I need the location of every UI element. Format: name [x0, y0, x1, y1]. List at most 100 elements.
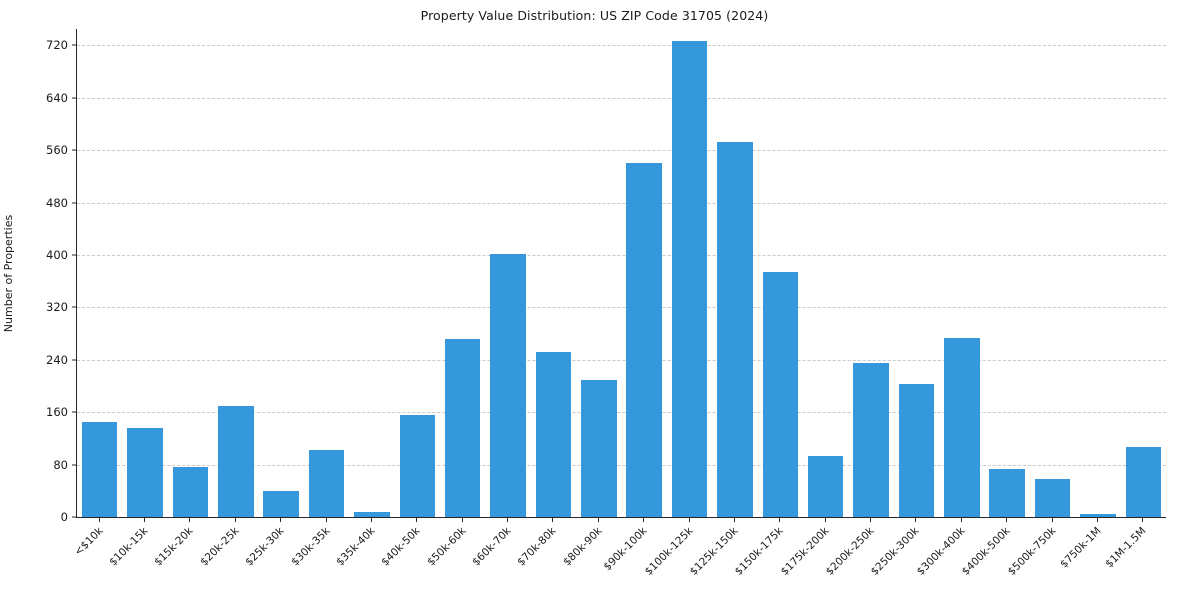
- bar: [444, 338, 481, 517]
- x-tick-mark: [280, 518, 282, 522]
- chart-title: Property Value Distribution: US ZIP Code…: [420, 8, 769, 23]
- x-tick-label: $90k-100k: [601, 525, 650, 574]
- y-tick-mark: [72, 44, 76, 46]
- x-tick-label: $40k-50k: [379, 525, 423, 569]
- y-tick-label: 240: [46, 352, 68, 367]
- y-tick-label: 80: [53, 457, 68, 472]
- gridline: [77, 45, 1166, 47]
- x-tick-mark: [643, 518, 645, 522]
- x-tick-mark: [98, 518, 100, 522]
- bar: [1034, 479, 1071, 517]
- bar: [263, 490, 299, 517]
- x-tick-mark: [370, 518, 372, 522]
- x-tick-mark: [688, 518, 690, 522]
- bar: [218, 405, 254, 517]
- x-tick-mark: [915, 518, 917, 522]
- y-tick-mark: [72, 464, 76, 466]
- gridline: [77, 202, 1166, 204]
- x-tick-label: $20k-25k: [197, 525, 242, 569]
- y-tick-label: 320: [46, 300, 68, 315]
- y-tick-mark: [72, 202, 76, 204]
- bar: [308, 450, 345, 517]
- x-tick-mark: [1051, 518, 1053, 522]
- bar: [717, 141, 753, 517]
- x-tick-label: $30k-35k: [288, 525, 333, 569]
- gridline: [77, 307, 1166, 309]
- x-tick-label: $25k-30k: [243, 525, 287, 569]
- x-tick-mark: [416, 518, 418, 522]
- x-tick-mark: [552, 518, 554, 522]
- x-tick-mark: [779, 518, 781, 522]
- x-tick-mark: [189, 518, 191, 522]
- x-tick-label: $1M-1.5M: [1103, 525, 1149, 571]
- x-tick-mark: [144, 518, 146, 522]
- bar: [581, 380, 617, 517]
- bar: [853, 363, 889, 517]
- gridline: [77, 150, 1166, 152]
- x-axis: <$10k $10k-15k $15k-20k $20k-25k $25k-30k $30…: [72, 518, 1166, 590]
- bar: [399, 415, 435, 517]
- y-tick-label: 0: [60, 510, 68, 524]
- x-tick-label: $15k-20k: [152, 525, 196, 569]
- y-tick-mark: [72, 254, 76, 256]
- y-tick-mark: [72, 97, 76, 99]
- x-tick-label: $80k-90k: [560, 525, 605, 569]
- bar: [127, 427, 163, 517]
- y-tick-label: 160: [46, 405, 68, 420]
- bar: [944, 338, 980, 517]
- bar: [898, 384, 935, 517]
- y-axis-title: Number of Properties: [0, 29, 18, 518]
- plot-area: [76, 29, 1166, 518]
- x-tick-label: $500k-750k: [1005, 525, 1059, 578]
- gridline: [77, 464, 1166, 466]
- bar: [535, 351, 572, 517]
- y-tick-label: 720: [46, 38, 68, 53]
- bar: [762, 272, 798, 517]
- x-tick-mark: [461, 518, 463, 522]
- bar: [807, 456, 844, 517]
- x-tick-mark: [234, 518, 236, 522]
- y-tick-label: 560: [46, 143, 68, 158]
- bar: [671, 40, 708, 517]
- x-tick-label: <$10k: [71, 525, 106, 559]
- bar: [490, 254, 526, 517]
- x-tick-label: $10k-15k: [107, 525, 151, 569]
- x-tick-mark: [960, 518, 962, 522]
- y-axis: Number of Properties 0 80 160 240 320 400 480 5…: [0, 29, 76, 524]
- gridline: [77, 97, 1166, 99]
- y-tick-mark: [72, 516, 76, 518]
- bar: [354, 512, 390, 517]
- x-tick-mark: [733, 518, 735, 522]
- bar: [172, 466, 209, 517]
- gridline: [77, 412, 1166, 414]
- x-tick-label: $750k-1M: [1057, 525, 1104, 571]
- y-tick-mark: [72, 411, 76, 413]
- x-tick-mark: [1096, 518, 1098, 522]
- x-tick-mark: [597, 518, 599, 522]
- y-tick-label: 480: [46, 195, 68, 210]
- bar: [81, 422, 118, 517]
- x-tick-mark: [1006, 518, 1008, 522]
- x-tick-mark: [824, 518, 826, 522]
- bar: [626, 163, 662, 517]
- gridline: [77, 359, 1166, 361]
- x-tick-label: $70k-80k: [515, 525, 559, 569]
- x-tick-label: $60k-70k: [470, 525, 514, 569]
- x-tick-mark: [507, 518, 509, 522]
- x-tick-label: $50k-60k: [424, 525, 469, 569]
- y-tick-label: 640: [46, 90, 68, 105]
- y-axis-title-text: Number of Properties: [2, 214, 16, 333]
- x-tick-label: $100k-125k: [642, 525, 696, 578]
- bar: [989, 469, 1025, 517]
- x-tick-mark: [870, 518, 872, 522]
- y-tick-mark: [72, 149, 76, 151]
- y-tick-mark: [72, 359, 76, 361]
- x-tick-label: $35k-40k: [334, 525, 378, 569]
- bar: [1125, 446, 1161, 517]
- y-tick-label: 400: [46, 247, 68, 262]
- y-tick-mark: [72, 306, 76, 308]
- bar: [1080, 513, 1116, 517]
- gridline: [77, 254, 1166, 256]
- x-tick-mark: [1142, 518, 1144, 522]
